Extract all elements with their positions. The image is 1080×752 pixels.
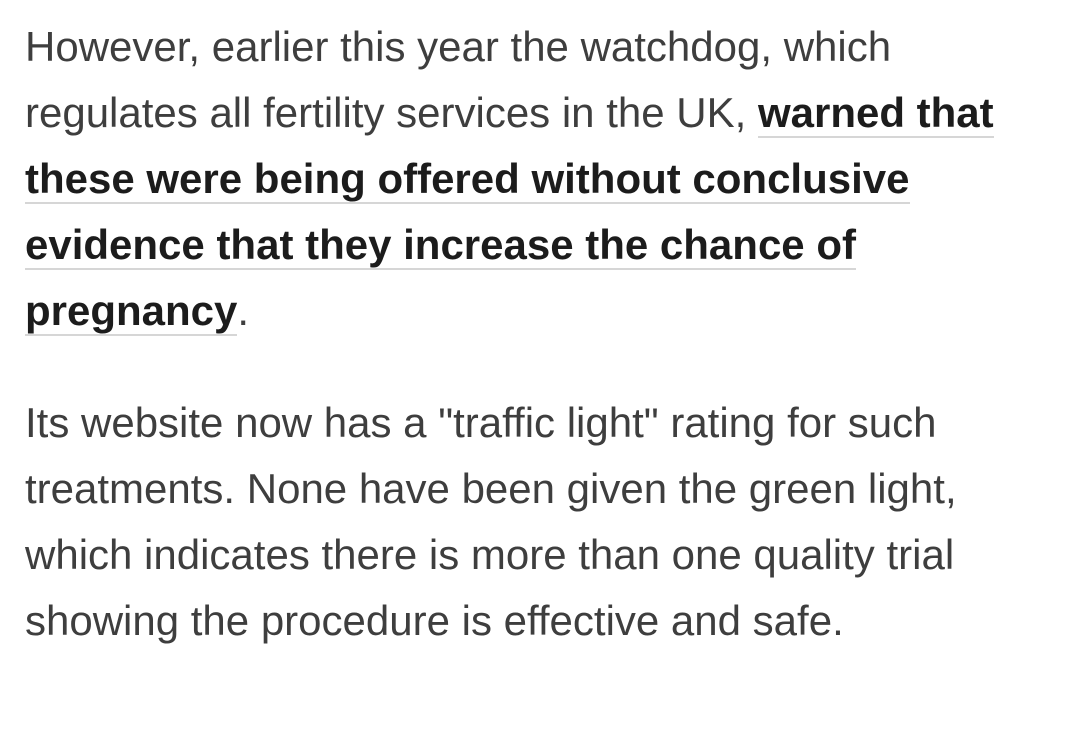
paragraph: However, earlier this year the watchdog,… (25, 14, 1040, 344)
text: . (237, 287, 250, 334)
link[interactable]: warned that these were being offered wit… (25, 89, 994, 336)
paragraph: Its website now has a "traffic light" ra… (25, 399, 957, 644)
article: However, earlier this year the watchdog,… (25, 14, 1040, 644)
text: However, earlier this year the watchdog,… (25, 23, 892, 136)
